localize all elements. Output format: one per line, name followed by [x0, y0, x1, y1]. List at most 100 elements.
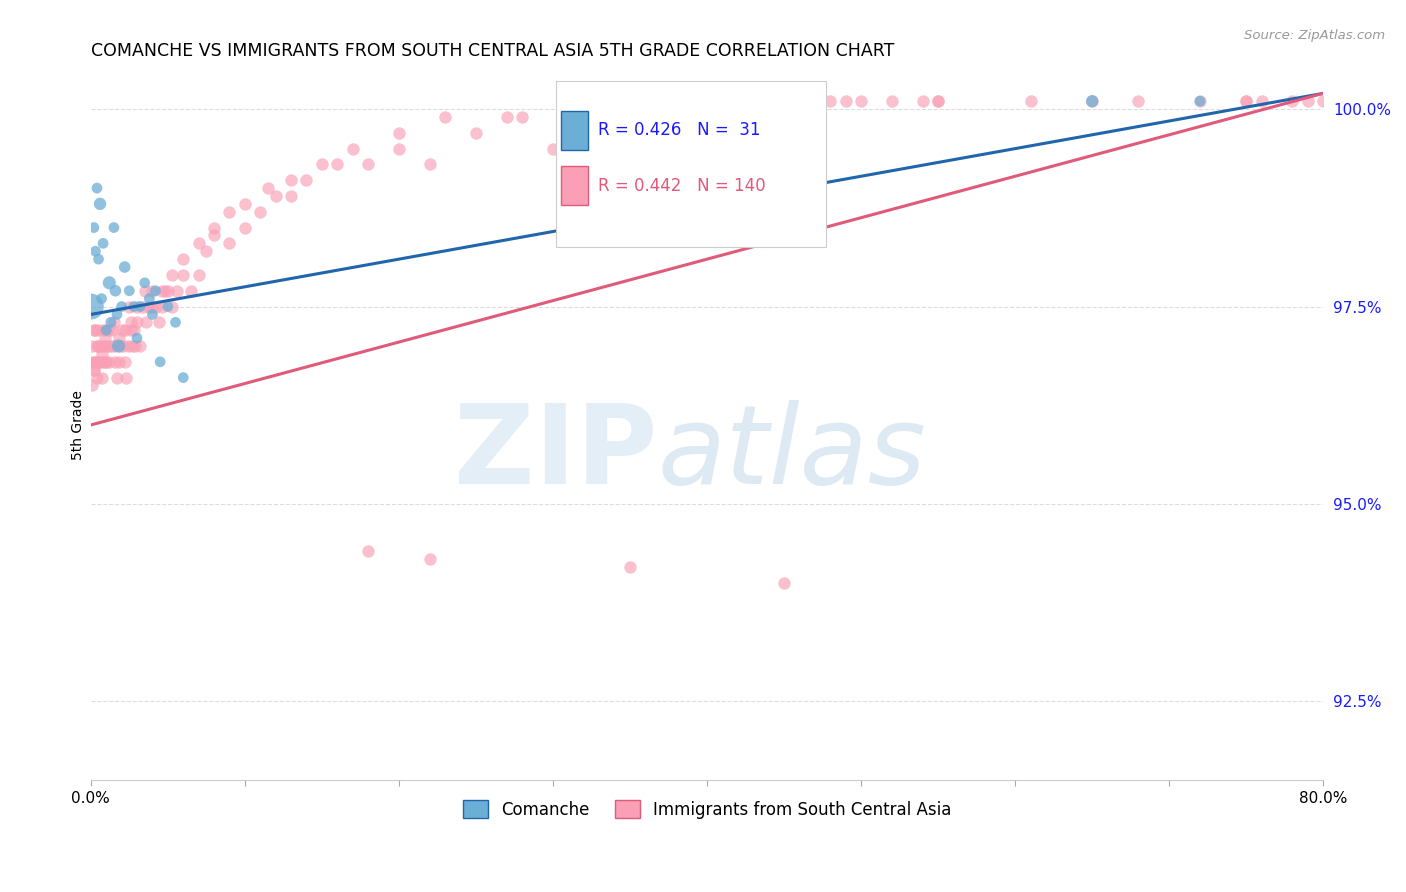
Point — [98, 323, 121, 337]
Point — [834, 94, 856, 108]
Point — [233, 220, 256, 235]
Text: R = 0.442   N = 140: R = 0.442 N = 140 — [598, 177, 765, 194]
Point — [98, 355, 121, 369]
Point — [90, 370, 112, 384]
Text: COMANCHE VS IMMIGRANTS FROM SOUTH CENTRAL ASIA 5TH GRADE CORRELATION CHART: COMANCHE VS IMMIGRANTS FROM SOUTH CENTRA… — [91, 42, 894, 60]
Point — [634, 94, 657, 108]
Point — [103, 315, 125, 329]
Point — [138, 300, 160, 314]
Point — [122, 300, 145, 314]
Point — [510, 110, 533, 124]
Point — [104, 355, 127, 369]
Point — [495, 110, 517, 124]
Point — [87, 323, 110, 337]
Point — [107, 355, 129, 369]
Point — [103, 339, 125, 353]
Y-axis label: 5th Grade: 5th Grade — [72, 390, 86, 460]
Point — [342, 142, 364, 156]
Point — [927, 94, 949, 108]
Point — [96, 323, 118, 337]
Point — [280, 173, 302, 187]
Point — [162, 268, 184, 282]
Point — [90, 347, 112, 361]
Point — [96, 355, 118, 369]
Point — [91, 323, 114, 337]
Point — [91, 236, 114, 251]
Point — [166, 284, 188, 298]
Point — [357, 544, 380, 558]
Point — [114, 355, 136, 369]
Point — [233, 197, 256, 211]
Point — [218, 236, 240, 251]
Point — [742, 110, 765, 124]
Point — [82, 378, 104, 392]
Point — [927, 94, 949, 108]
Point — [114, 260, 136, 274]
Point — [89, 197, 111, 211]
Point — [124, 339, 146, 353]
Point — [125, 331, 148, 345]
Point — [187, 236, 209, 251]
Point — [1234, 94, 1257, 108]
Point — [110, 300, 132, 314]
Point — [434, 110, 457, 124]
Point — [141, 307, 163, 321]
Point — [172, 252, 194, 267]
Point — [105, 370, 128, 384]
Point — [1189, 94, 1212, 108]
Point — [156, 284, 179, 298]
Point — [172, 268, 194, 282]
Point — [665, 110, 688, 124]
Point — [257, 181, 280, 195]
Point — [83, 362, 105, 376]
Point — [87, 252, 110, 267]
Point — [572, 110, 595, 124]
Point — [83, 323, 105, 337]
Point — [172, 370, 194, 384]
Point — [1189, 94, 1212, 108]
Point — [1281, 94, 1303, 108]
Point — [90, 292, 112, 306]
Point — [112, 339, 135, 353]
Point — [135, 315, 157, 329]
Point — [148, 315, 170, 329]
Point — [218, 204, 240, 219]
Text: ZIP: ZIP — [454, 400, 658, 507]
Point — [122, 323, 145, 337]
Point — [727, 94, 749, 108]
Point — [681, 110, 703, 124]
Point — [1019, 94, 1042, 108]
Point — [115, 370, 138, 384]
Point — [202, 228, 225, 243]
Point — [97, 339, 120, 353]
Point — [98, 276, 121, 290]
Point — [541, 142, 564, 156]
Point — [90, 355, 112, 369]
Point — [84, 323, 107, 337]
Point — [141, 300, 163, 314]
Point — [162, 300, 184, 314]
Point — [107, 339, 129, 353]
Point — [103, 220, 125, 235]
Legend: Comanche, Immigrants from South Central Asia: Comanche, Immigrants from South Central … — [456, 794, 957, 825]
Point — [165, 315, 187, 329]
Point — [93, 355, 115, 369]
Point — [84, 355, 107, 369]
Point — [82, 339, 104, 353]
Point — [89, 339, 111, 353]
Point — [557, 110, 579, 124]
Point — [101, 323, 124, 337]
FancyBboxPatch shape — [555, 81, 825, 247]
Point — [96, 323, 118, 337]
Point — [357, 157, 380, 171]
Point — [105, 307, 128, 321]
Point — [619, 560, 641, 574]
Point — [880, 94, 903, 108]
Point — [118, 284, 141, 298]
Point — [150, 300, 173, 314]
Point — [603, 126, 626, 140]
Point — [120, 315, 142, 329]
Point — [1312, 94, 1334, 108]
Point — [83, 362, 105, 376]
Point — [118, 300, 141, 314]
